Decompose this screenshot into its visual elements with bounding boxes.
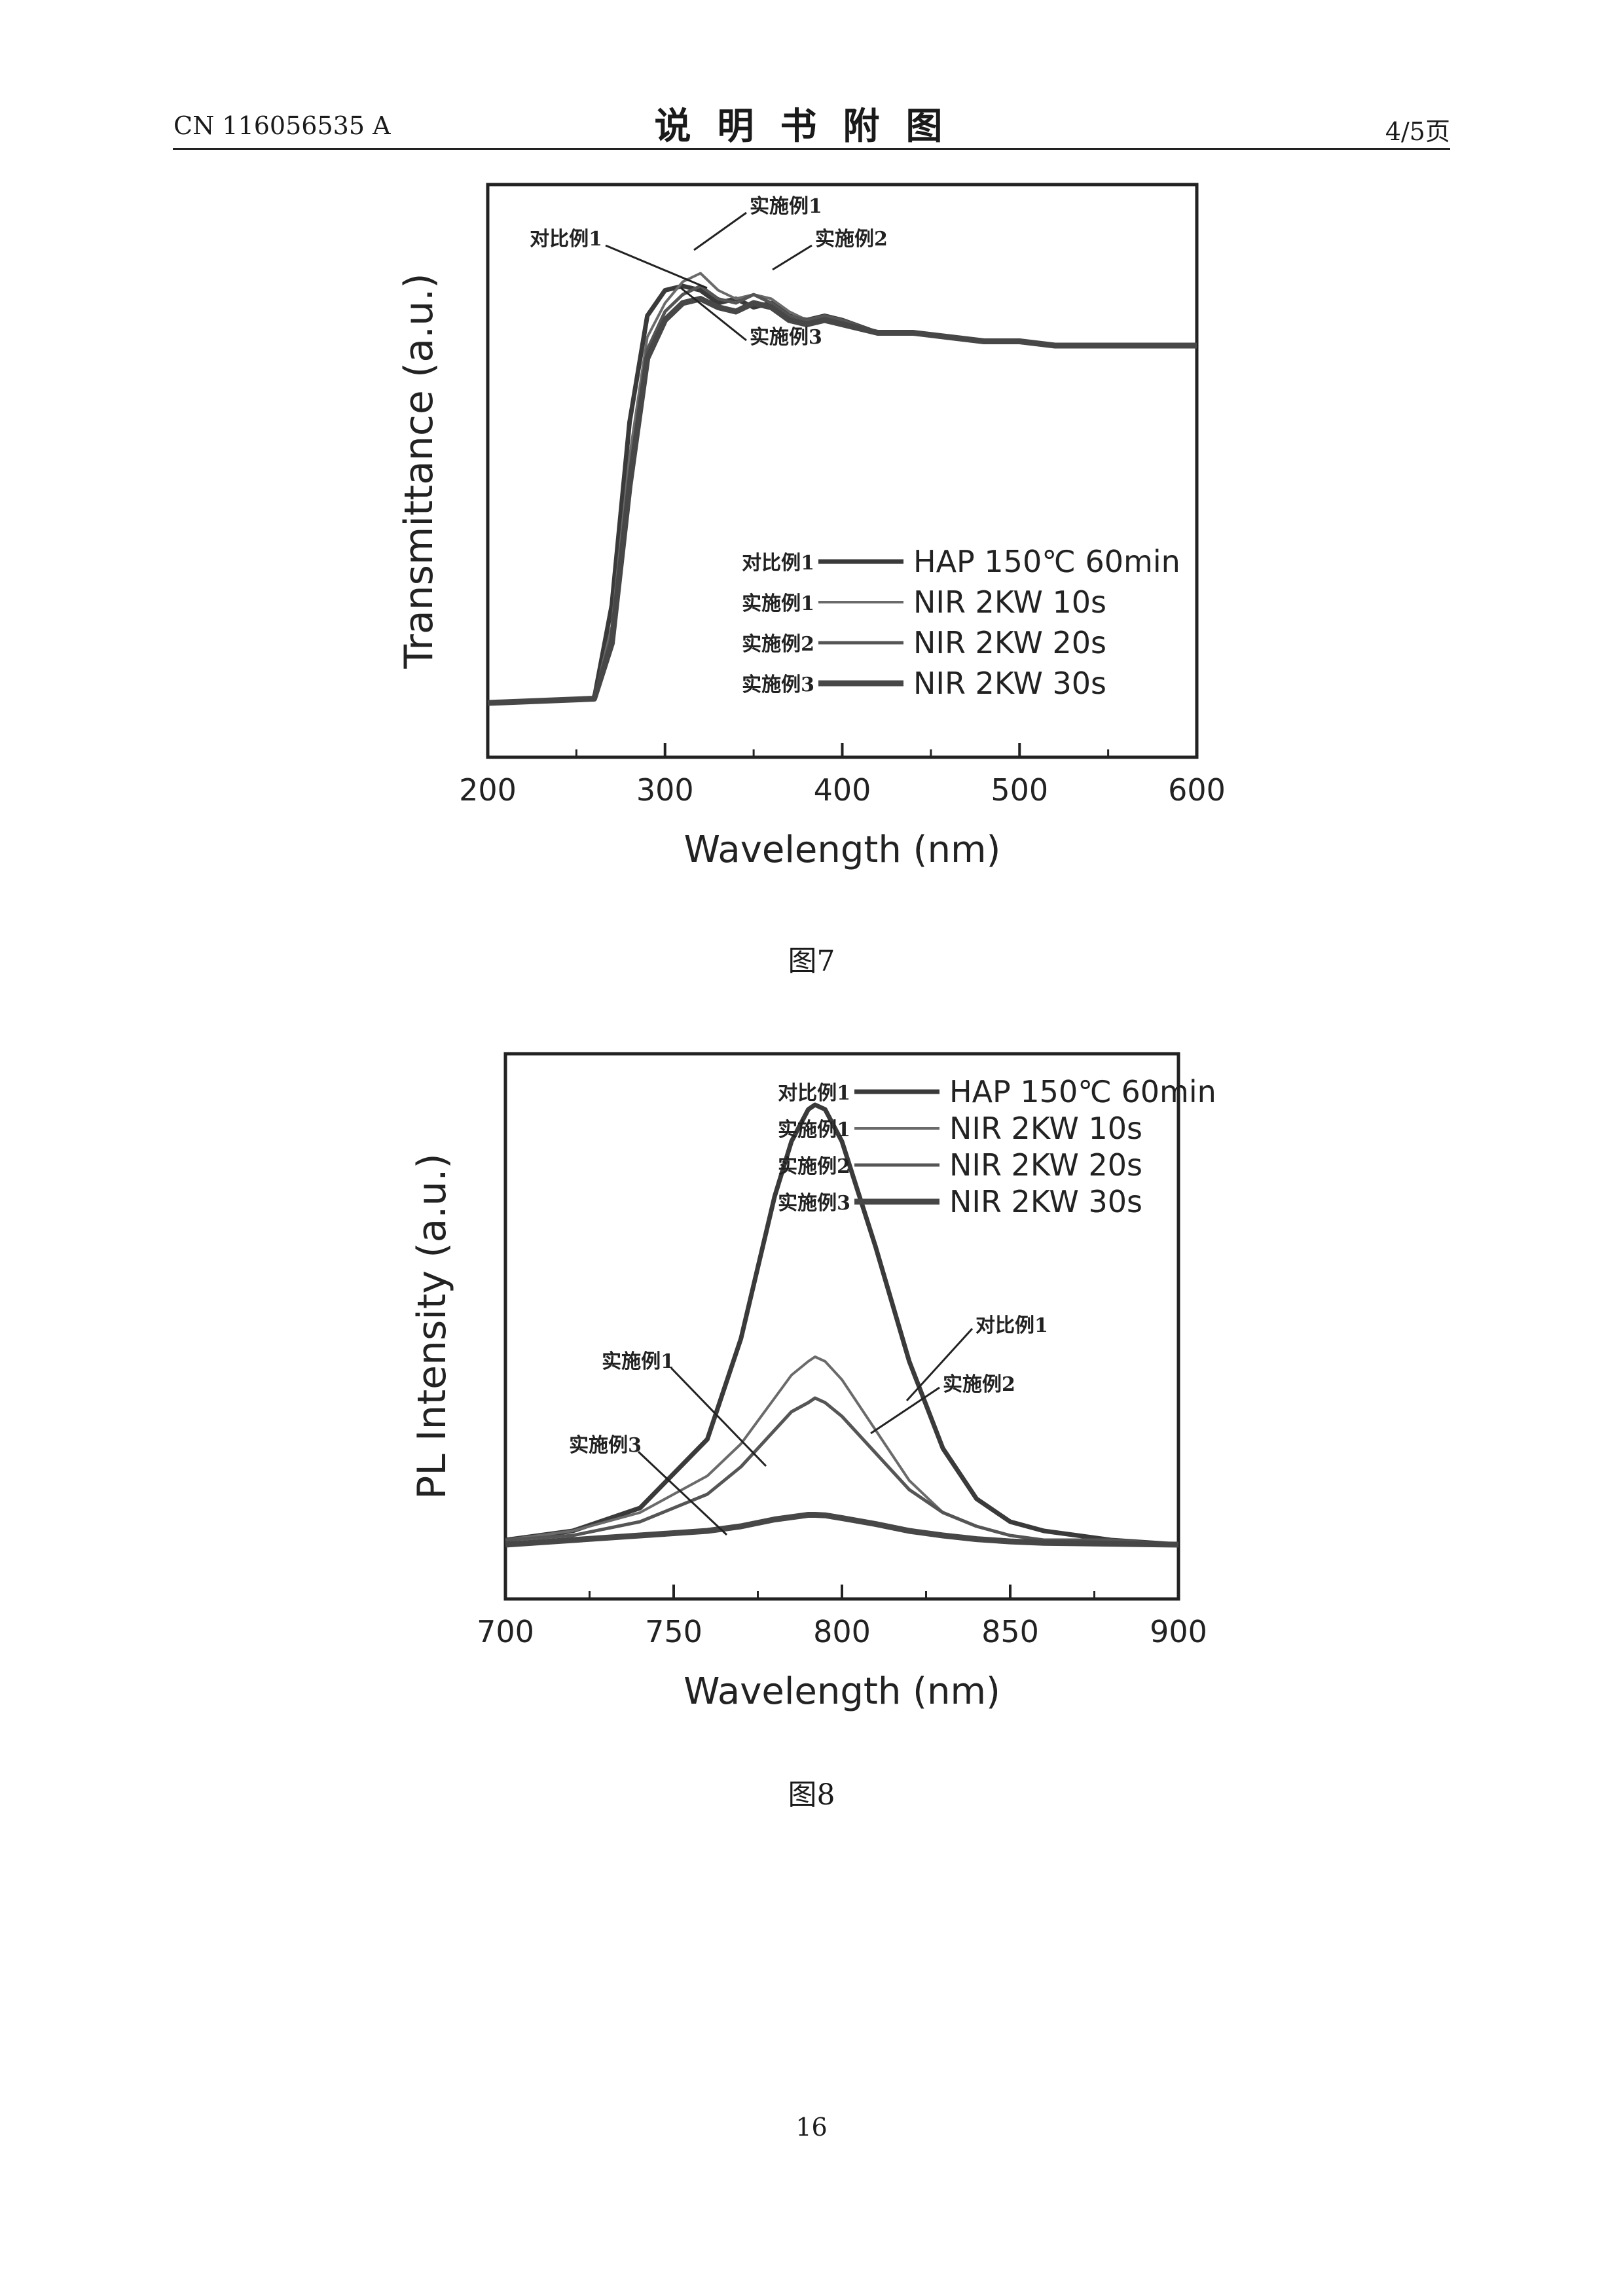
x-tick-label: 800 bbox=[813, 1614, 871, 1649]
annotation-label: 实施例1 bbox=[602, 1350, 674, 1373]
legend-label: NIR 2KW 20s bbox=[913, 625, 1106, 660]
legend-label: NIR 2KW 30s bbox=[949, 1184, 1142, 1219]
legend-series-name: 实施例2 bbox=[778, 1155, 850, 1178]
annotation-leader bbox=[605, 244, 708, 289]
x-axis-title: Wavelength (nm) bbox=[684, 829, 1001, 871]
figure-8-caption: 图8 bbox=[788, 1778, 835, 1812]
annotation-label: 对比例1 bbox=[530, 228, 602, 251]
page-ratio: 4/5页 bbox=[1385, 117, 1450, 146]
series-line-4 bbox=[505, 1512, 1179, 1548]
annotation-leader bbox=[870, 1386, 940, 1435]
annotation-label: 实施例2 bbox=[815, 228, 888, 251]
x-axis-title: Wavelength (nm) bbox=[684, 1670, 1000, 1713]
x-tick-label: 750 bbox=[645, 1614, 702, 1649]
header-divider bbox=[173, 148, 1450, 150]
legend-series-name: 实施例3 bbox=[778, 1192, 850, 1215]
series-line-1 bbox=[505, 1102, 1179, 1547]
series-line-3 bbox=[505, 1396, 1179, 1547]
annotation-label: 实施例2 bbox=[943, 1373, 1015, 1396]
legend-label: HAP 150℃ 60min bbox=[949, 1074, 1216, 1109]
annotation-leader bbox=[772, 244, 812, 271]
legend-label: NIR 2KW 20s bbox=[949, 1147, 1142, 1183]
y-axis-title: Transmittance (a.u.) bbox=[396, 273, 442, 669]
figure-7-caption: 图7 bbox=[788, 944, 835, 978]
legend-label: HAP 150℃ 60min bbox=[913, 544, 1180, 579]
annotation-label: 对比例1 bbox=[976, 1314, 1048, 1337]
section-title: 说明书附图 bbox=[654, 105, 969, 148]
annotation-leader bbox=[637, 1450, 728, 1536]
page-number: 16 bbox=[795, 2113, 828, 2142]
legend-series-name: 实施例1 bbox=[778, 1119, 850, 1141]
x-tick-label: 700 bbox=[477, 1614, 534, 1649]
annotation-leader bbox=[905, 1327, 974, 1402]
pl-intensity-chart: 700 750 800 850 900 Wavelength (nm) PL Intensi… bbox=[409, 1052, 1216, 1713]
legend-label: NIR 2KW 10s bbox=[949, 1111, 1142, 1146]
annotation-label: 实施例1 bbox=[750, 195, 822, 218]
legend-series-name: 实施例1 bbox=[742, 592, 814, 615]
document-number: CN 116056535 A bbox=[173, 111, 391, 140]
legend-series-name: 对比例1 bbox=[742, 552, 814, 575]
x-tick-label: 850 bbox=[981, 1614, 1039, 1649]
annotation-label: 实施例3 bbox=[750, 326, 822, 349]
x-tick-label: 500 bbox=[991, 772, 1048, 808]
legend-series-name: 对比例1 bbox=[778, 1082, 850, 1105]
legend-label: NIR 2KW 10s bbox=[913, 584, 1106, 620]
series-line-4 bbox=[487, 296, 1197, 706]
annotation-leader bbox=[670, 1367, 767, 1467]
annotation-label: 实施例3 bbox=[569, 1434, 642, 1457]
legend-series-name: 实施例3 bbox=[742, 673, 814, 696]
y-axis-title: PL Intensity (a.u.) bbox=[409, 1153, 455, 1499]
legend-label: NIR 2KW 30s bbox=[913, 666, 1106, 701]
legend-series-name: 实施例2 bbox=[742, 633, 814, 656]
x-tick-label: 400 bbox=[814, 772, 871, 808]
transmittance-chart: 200 300 400 500 600 Wavelength (nm) Transmitta… bbox=[396, 183, 1226, 871]
annotation-leader bbox=[680, 287, 747, 342]
x-tick-label: 900 bbox=[1150, 1614, 1207, 1649]
x-tick-label: 300 bbox=[636, 772, 694, 808]
annotation-leader bbox=[693, 211, 747, 251]
x-tick-label: 200 bbox=[459, 772, 517, 808]
x-tick-label: 600 bbox=[1168, 772, 1226, 808]
